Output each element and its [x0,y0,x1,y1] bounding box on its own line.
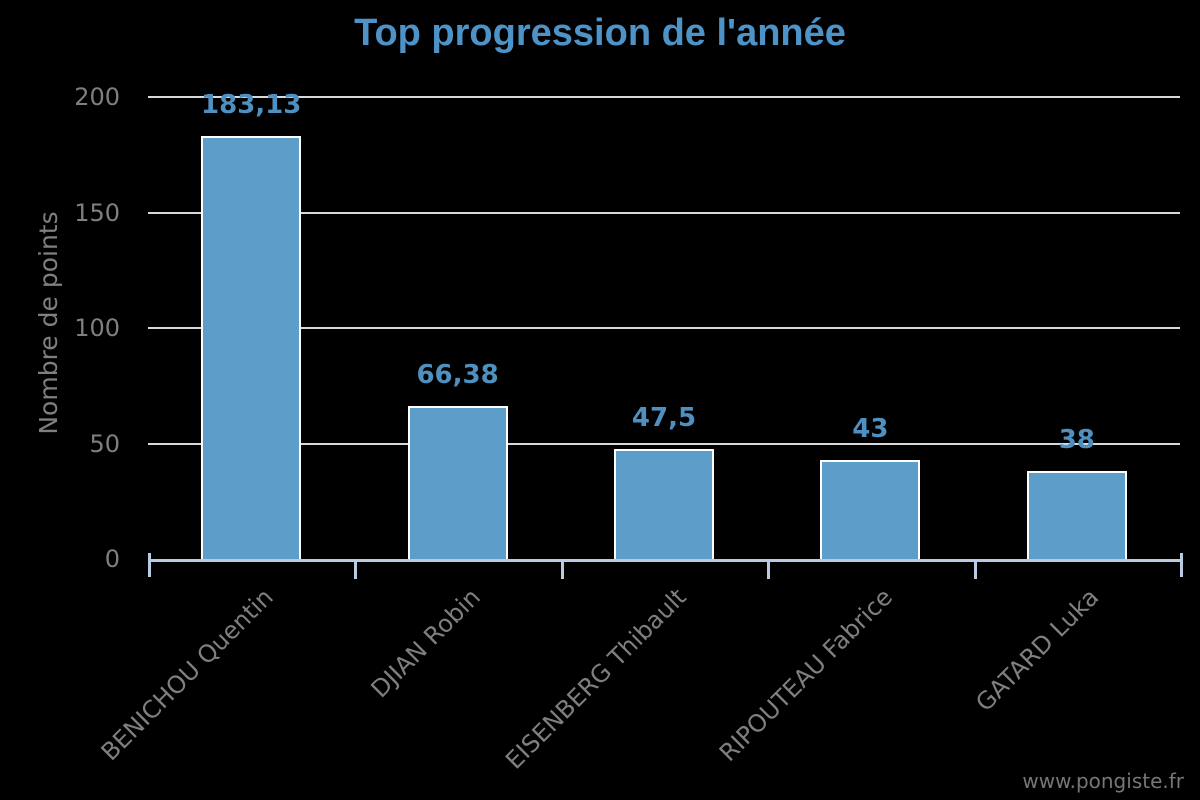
x-axis-label: BENICHOU Quentin [95,583,280,767]
bar-value-label: 66,38 [416,359,499,390]
bar [1026,471,1127,561]
bar [201,135,302,561]
x-tick [973,561,977,579]
gridline [148,327,1180,329]
chart-title: Top progression de l'année [354,12,846,54]
x-axis-label: EISENBERG Thibault [500,583,692,775]
x-axis-label: RIPOUTEAU Fabrice [714,583,899,767]
bar-value-label: 183,13 [201,89,302,120]
y-tick-label: 150 [74,198,120,227]
bar [820,459,921,561]
x-axis-line [148,559,1183,562]
bar [407,405,508,561]
gridline [148,96,1180,98]
x-axis-label: GATARD Luka [970,583,1105,717]
gridline [148,211,1180,214]
x-tick [354,561,358,579]
y-tick-label: 200 [74,83,120,111]
watermark: www.pongiste.fr [1022,769,1184,793]
x-tick [148,553,151,577]
bar-value-label: 47,5 [631,403,697,434]
bar-value-label: 43 [852,413,889,444]
bar-value-label: 38 [1058,425,1095,456]
bar [614,449,714,561]
x-tick [1180,553,1183,577]
x-tick [560,561,564,579]
y-tick-label: 100 [74,314,120,342]
y-tick-label: 50 [89,429,120,458]
y-tick-label: 0 [104,545,120,573]
gridline [148,442,1180,445]
x-tick [767,561,771,579]
x-axis-label: DJIAN Robin [365,583,486,704]
